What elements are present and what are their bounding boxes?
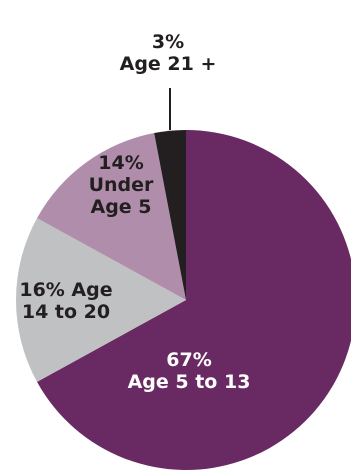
slice-label-line: 16% Age	[19, 279, 112, 301]
slice-label-line: Age 21 +	[120, 53, 217, 75]
pie-slice-2	[37, 133, 186, 300]
pie-slice-3	[154, 130, 186, 300]
slice-label-line: 14 to 20	[22, 301, 110, 323]
slice-label-line: 14%	[98, 152, 143, 174]
slice-label-line: 67%	[166, 349, 211, 371]
slice-label-1: 16% Age 14 to 20	[19, 279, 112, 323]
pie-slice-1	[16, 218, 186, 382]
slice-label-0: 67% Age 5 to 13	[128, 349, 251, 393]
slice-label-line: Age 5	[90, 196, 151, 218]
slice-label-line: Age 5 to 13	[128, 371, 251, 393]
slice-label-2: 14% Under Age 5	[89, 152, 154, 218]
slice-label-3: 3% Age 21 +	[120, 31, 217, 75]
slice-label-line: 3%	[152, 31, 184, 53]
pie-slice-0	[37, 130, 351, 470]
slice-label-line: Under	[89, 174, 154, 196]
